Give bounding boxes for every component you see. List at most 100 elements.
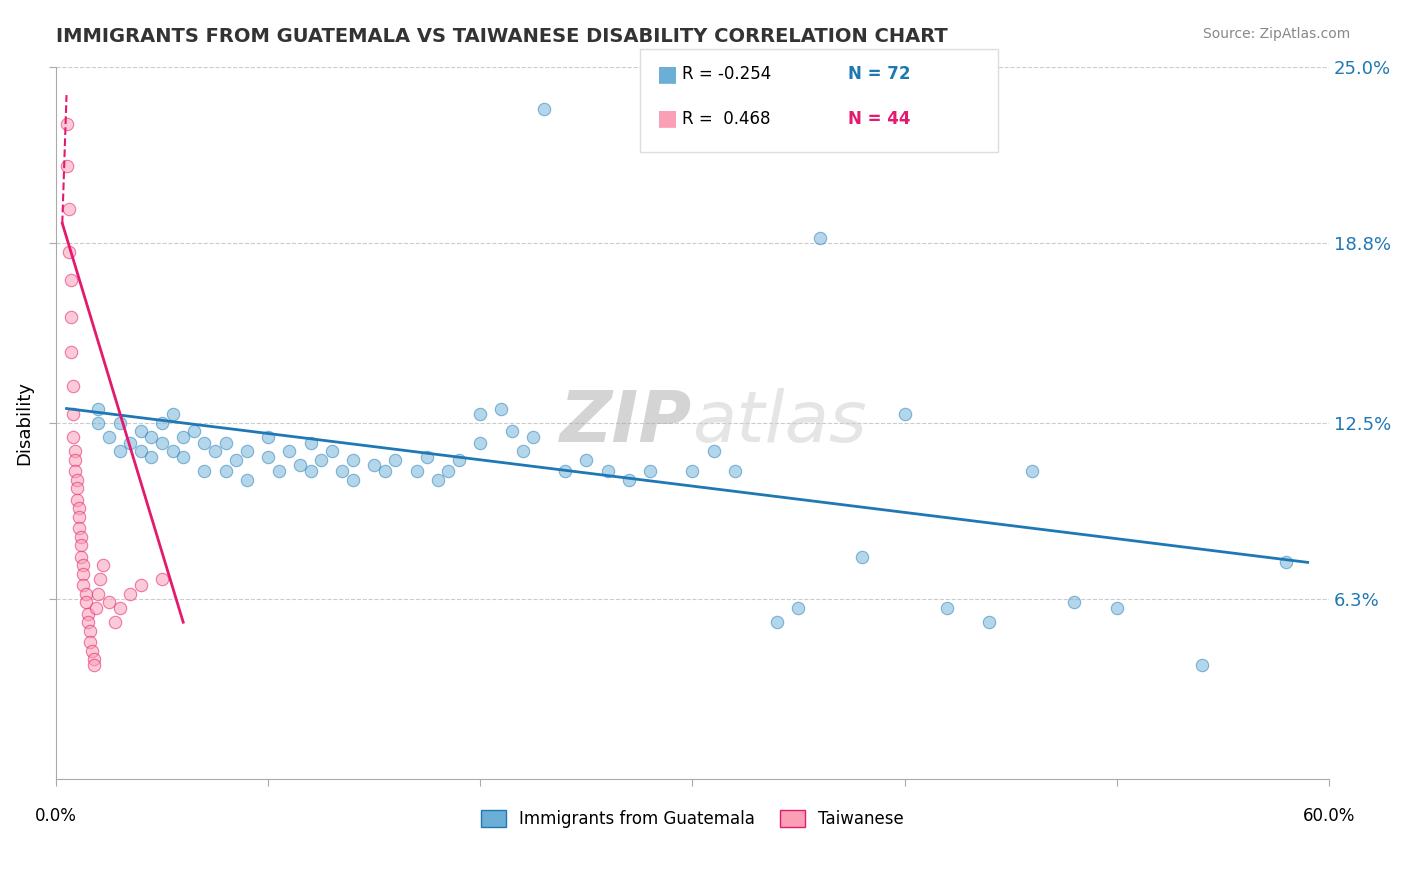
Point [330, 464, 353, 478]
Point [55, 117, 77, 131]
Text: atlas: atlas [692, 388, 868, 458]
Point [893, 407, 915, 421]
Point [1191, 657, 1213, 672]
Point [83, 657, 105, 672]
Text: N = 72: N = 72 [848, 65, 910, 83]
Text: R =  0.468: R = 0.468 [682, 110, 770, 128]
Point [84, 601, 107, 615]
Point [214, 464, 236, 478]
Point [63, 452, 86, 467]
Point [936, 601, 959, 615]
Point [87, 401, 110, 416]
Point [470, 435, 492, 450]
Point [267, 464, 290, 478]
Point [501, 425, 523, 439]
Point [66, 473, 89, 487]
Point [97, 430, 120, 444]
Point [808, 230, 831, 244]
Point [681, 464, 703, 478]
Text: 60.0%: 60.0% [1303, 807, 1355, 825]
Point [617, 473, 640, 487]
Point [75, 587, 97, 601]
Point [97, 595, 120, 609]
Point [321, 444, 343, 458]
Text: 0.0%: 0.0% [35, 807, 77, 825]
Point [491, 401, 513, 416]
Point [236, 444, 259, 458]
Point [91, 558, 114, 573]
Point [533, 103, 555, 117]
Text: N = 44: N = 44 [848, 110, 910, 128]
Point [851, 549, 873, 564]
Point [89, 573, 111, 587]
Point [67, 509, 90, 524]
Point [193, 464, 215, 478]
Text: ■: ■ [657, 64, 678, 84]
Point [766, 615, 789, 630]
Point [80, 643, 103, 657]
Point [150, 573, 173, 587]
Point [172, 450, 194, 464]
Point [59, 273, 82, 287]
Point [58, 244, 80, 259]
Point [522, 430, 544, 444]
Point [299, 464, 322, 478]
Point [150, 416, 173, 430]
Point [70, 530, 93, 544]
Point [120, 435, 142, 450]
Point [1105, 601, 1128, 615]
Point [236, 473, 259, 487]
Point [1063, 595, 1085, 609]
Point [67, 521, 90, 535]
Point [470, 407, 492, 421]
Point [70, 549, 93, 564]
Point [384, 452, 406, 467]
Point [214, 435, 236, 450]
Point [162, 444, 184, 458]
Point [72, 578, 94, 592]
Point [162, 407, 184, 421]
Point [108, 601, 131, 615]
Point [512, 444, 534, 458]
Point [638, 464, 661, 478]
Point [150, 435, 173, 450]
Point [104, 615, 127, 630]
Text: IMMIGRANTS FROM GUATEMALA VS TAIWANESE DISABILITY CORRELATION CHART: IMMIGRANTS FROM GUATEMALA VS TAIWANESE D… [56, 27, 948, 45]
Point [62, 407, 84, 421]
Point [278, 444, 301, 458]
Point [1275, 555, 1298, 569]
Text: ZIP: ZIP [560, 388, 692, 458]
Point [63, 464, 86, 478]
Point [79, 635, 101, 649]
Point [1021, 464, 1043, 478]
Point [596, 464, 619, 478]
Point [193, 435, 215, 450]
Point [416, 450, 439, 464]
Point [141, 450, 163, 464]
Point [66, 492, 89, 507]
Point [120, 587, 142, 601]
Point [66, 481, 89, 495]
Point [59, 344, 82, 359]
Point [183, 425, 205, 439]
Point [342, 452, 364, 467]
Point [59, 310, 82, 325]
Point [554, 464, 576, 478]
Point [62, 430, 84, 444]
Point [437, 464, 460, 478]
Point [108, 416, 131, 430]
Y-axis label: Disability: Disability [15, 381, 32, 465]
Point [363, 458, 385, 473]
Point [204, 444, 226, 458]
Point [55, 159, 77, 173]
Point [787, 601, 810, 615]
Point [172, 430, 194, 444]
Point [72, 566, 94, 581]
Point [141, 430, 163, 444]
Point [257, 430, 280, 444]
Point [426, 473, 449, 487]
Point [63, 444, 86, 458]
Point [108, 444, 131, 458]
Point [75, 595, 97, 609]
Point [724, 464, 747, 478]
